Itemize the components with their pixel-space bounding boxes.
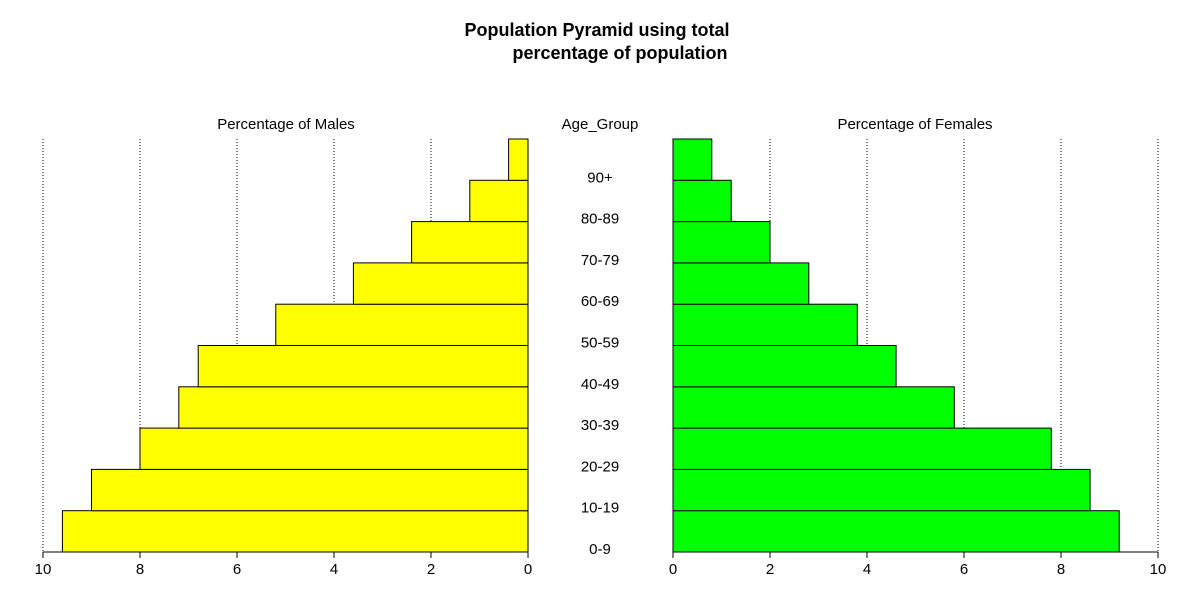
bar [508, 138, 529, 181]
x-tick-label: 2 [766, 561, 774, 578]
x-tick-label: 8 [1057, 561, 1065, 578]
axis-title: Percentage of Males [217, 116, 355, 133]
bar [672, 262, 810, 305]
chart-title: Population Pyramid using total [464, 20, 729, 40]
bar [672, 510, 1120, 553]
bar [352, 262, 529, 305]
bar [672, 221, 771, 264]
bar [411, 221, 529, 264]
x-tick-label: 4 [330, 561, 338, 578]
bar [672, 303, 858, 347]
x-tick-label: 10 [35, 561, 52, 578]
bar [178, 386, 529, 429]
category-label: 40-49 [581, 376, 619, 393]
category-label: 0-9 [589, 541, 611, 558]
category-label: 30-39 [581, 417, 619, 434]
category-label: 10-19 [581, 500, 619, 517]
bar [672, 179, 732, 223]
bar [672, 386, 955, 429]
x-tick-label: 6 [233, 561, 241, 578]
bar [672, 468, 1091, 512]
bar [61, 510, 529, 553]
category-label: 90+ [587, 169, 613, 186]
category-label: 80-89 [581, 211, 619, 228]
bar [672, 138, 713, 181]
bar [139, 427, 529, 470]
category-label: 50-59 [581, 334, 619, 351]
x-tick-label: 4 [863, 561, 871, 578]
category-label: 60-69 [581, 293, 619, 310]
center-label: Age_Group [562, 116, 639, 133]
bar [275, 303, 529, 347]
x-tick-label: 0 [669, 561, 677, 578]
x-tick-label: 6 [960, 561, 968, 578]
category-label: 70-79 [581, 252, 619, 269]
bar [91, 468, 529, 512]
axis-title: Percentage of Females [837, 116, 992, 133]
category-label: 20-29 [581, 458, 619, 475]
bar [672, 345, 897, 388]
x-tick-label: 8 [136, 561, 144, 578]
bar [197, 345, 529, 388]
bar [469, 179, 529, 223]
bar [672, 427, 1052, 470]
x-tick-label: 0 [524, 561, 532, 578]
x-tick-label: 2 [427, 561, 435, 578]
chart-title: percentage of population [512, 43, 727, 63]
x-tick-label: 10 [1150, 561, 1167, 578]
